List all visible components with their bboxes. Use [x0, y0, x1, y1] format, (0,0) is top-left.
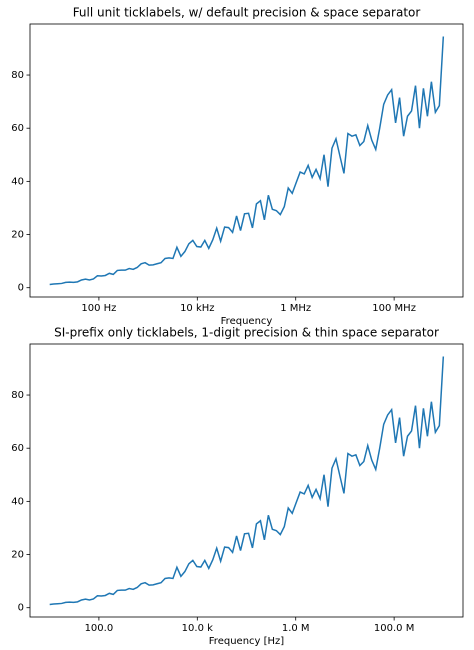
- y-tick-label: 0: [18, 283, 24, 294]
- x-tick-label: 100 Hz: [81, 303, 116, 314]
- y-tick-label: 20: [11, 550, 24, 561]
- data-line: [49, 356, 445, 606]
- x-tick-label: 10.0 k: [182, 623, 213, 634]
- x-tick-label: 1 MHz: [280, 303, 311, 314]
- chart-title: SI-prefix only ticklabels, 1-digit preci…: [54, 326, 439, 340]
- data-line: [49, 36, 445, 286]
- x-tick-label: 100.0 M: [374, 623, 414, 634]
- x-tick-label: 10 kHz: [180, 303, 214, 314]
- y-tick-label: 80: [11, 70, 24, 81]
- y-tick-label: 80: [11, 390, 24, 401]
- y-tick-label: 40: [11, 176, 24, 187]
- x-axis-label: Frequency [Hz]: [209, 636, 285, 647]
- x-axis-label: Frequency: [221, 316, 273, 327]
- axes-frame: [29, 343, 464, 618]
- x-tick-label: 1.0 M: [282, 623, 310, 634]
- axes-frame: [29, 23, 464, 298]
- y-tick-label: 60: [11, 123, 24, 134]
- y-tick-label: 40: [11, 496, 24, 507]
- y-tick-label: 20: [11, 230, 24, 241]
- x-tick-label: 100 MHz: [372, 303, 416, 314]
- x-tick-label: 100.0: [85, 623, 114, 634]
- y-tick-label: 60: [11, 443, 24, 454]
- chart-title: Full unit ticklabels, w/ default precisi…: [73, 6, 421, 20]
- y-tick-label: 0: [18, 603, 24, 614]
